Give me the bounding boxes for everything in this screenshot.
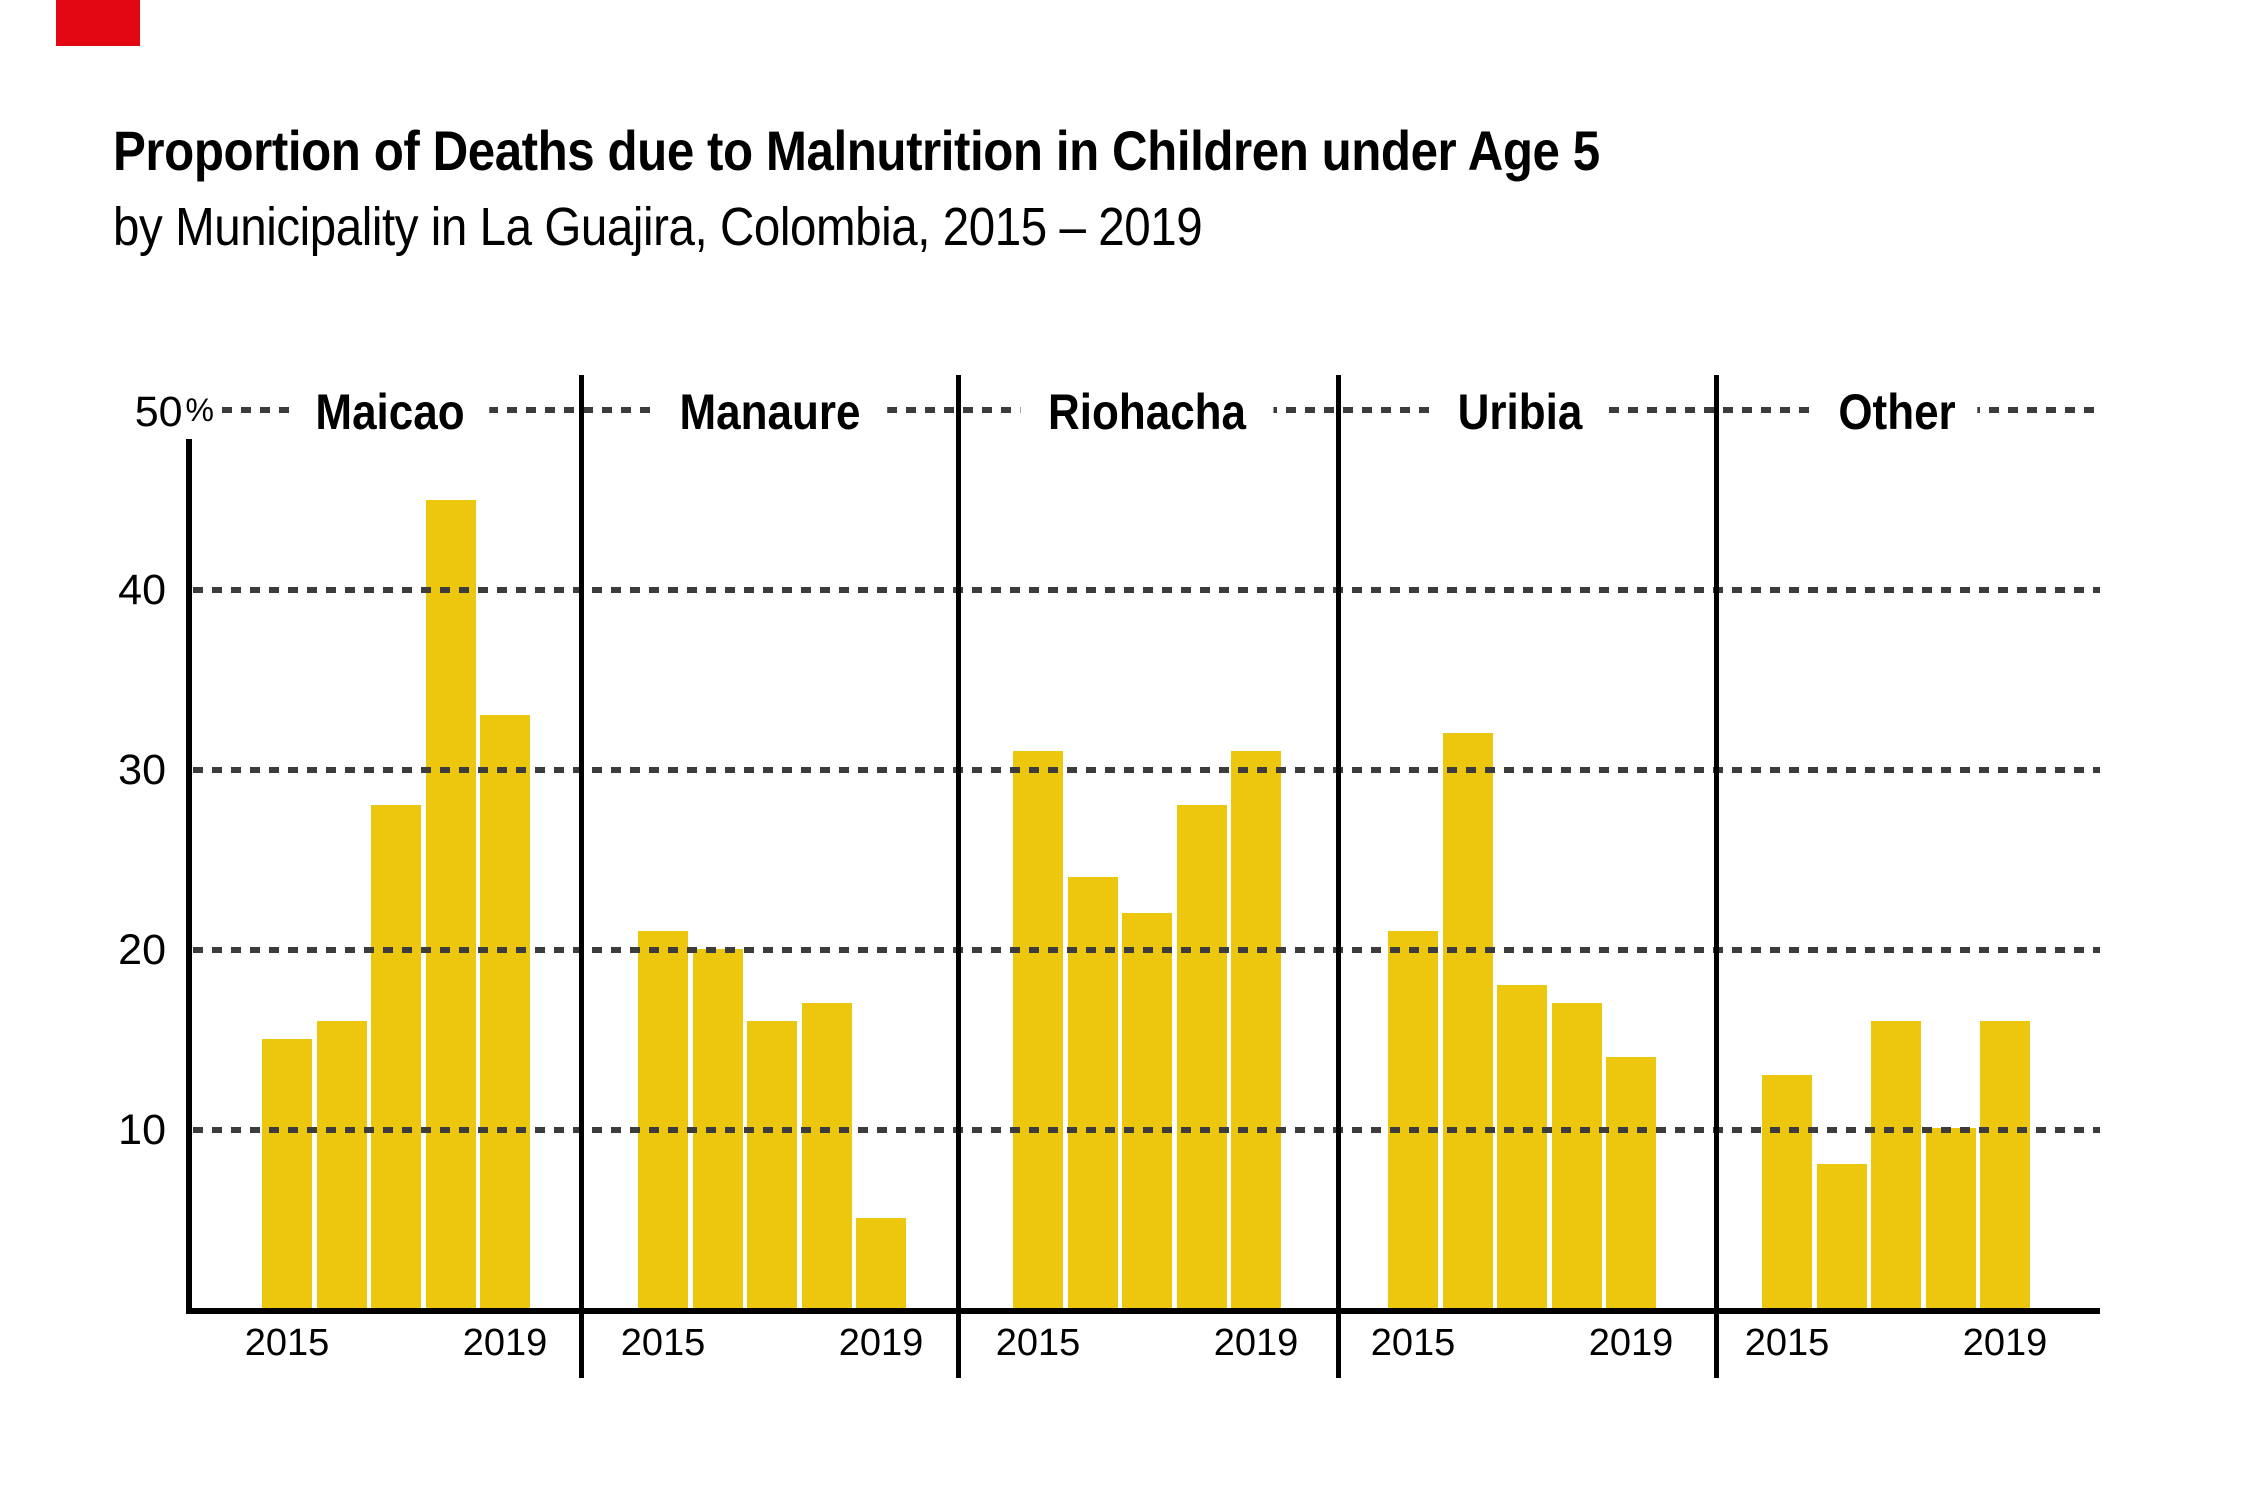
panel-separator-1 — [579, 375, 584, 1378]
percent-sign: % — [185, 392, 214, 428]
panel-separator-2 — [956, 375, 961, 1378]
y-axis-label-40: 40 — [0, 563, 166, 617]
gridline-40 — [193, 587, 2100, 593]
bar-uribia-2018 — [1552, 1003, 1602, 1308]
y-axis-label-20: 20 — [0, 923, 166, 977]
panel-title-text: Other — [1838, 384, 1956, 440]
panel-title-text: Manaure — [679, 384, 861, 440]
panel-title-other: Other — [1816, 383, 1978, 441]
y-axis-max-label: 50% — [0, 385, 214, 439]
bar-manaure-2018 — [802, 1003, 852, 1308]
bar-manaure-2015 — [638, 931, 688, 1308]
bar-uribia-2017 — [1497, 985, 1547, 1308]
x-label-end: 2019 — [1213, 1322, 1299, 1364]
x-label-end: 2019 — [838, 1322, 924, 1364]
panel-title-text: Maicao — [315, 384, 465, 440]
brand-logo-block — [56, 0, 140, 46]
bar-other-2019 — [1980, 1021, 2030, 1308]
x-label-start: 2015 — [244, 1322, 330, 1364]
bar-manaure-2019 — [856, 1218, 906, 1308]
x-label-start: 2015 — [620, 1322, 706, 1364]
x-label-end: 2019 — [1962, 1322, 2048, 1364]
x-label-end: 2019 — [462, 1322, 548, 1364]
bar-riohacha-2017 — [1122, 913, 1172, 1308]
x-label-end: 2019 — [1588, 1322, 1674, 1364]
y-axis-label-30: 30 — [0, 743, 166, 797]
y-axis-line — [186, 436, 192, 1314]
bar-other-2015 — [1762, 1075, 1812, 1308]
bar-riohacha-2018 — [1177, 805, 1227, 1308]
x-label-start: 2015 — [995, 1322, 1081, 1364]
chart-title: Proportion of Deaths due to Malnutrition… — [113, 119, 1600, 182]
bar-riohacha-2019 — [1231, 751, 1281, 1308]
panel-separator-4 — [1714, 375, 1719, 1378]
bar-manaure-2017 — [747, 1021, 797, 1308]
panel-separator-3 — [1336, 375, 1341, 1378]
gridline-20 — [193, 947, 2100, 953]
bar-other-2018 — [1926, 1128, 1976, 1308]
gridline-30 — [193, 767, 2100, 773]
x-axis-baseline — [186, 1308, 2100, 1314]
panel-title-manaure: Manaure — [653, 383, 887, 441]
panel-title-text: Uribia — [1457, 384, 1583, 440]
bar-riohacha-2015 — [1013, 751, 1063, 1308]
x-label-start: 2015 — [1370, 1322, 1456, 1364]
bar-riohacha-2016 — [1068, 877, 1118, 1308]
bar-other-2017 — [1871, 1021, 1921, 1308]
gridline-10 — [193, 1127, 2100, 1133]
panel-title-uribia: Uribia — [1435, 383, 1605, 441]
bar-maicao-2017 — [371, 805, 421, 1308]
bar-maicao-2016 — [317, 1021, 367, 1308]
bar-uribia-2019 — [1606, 1057, 1656, 1308]
x-label-start: 2015 — [1744, 1322, 1830, 1364]
panel-title-text: Riohacha — [1047, 384, 1247, 440]
bar-maicao-2019 — [480, 715, 530, 1308]
chart-subtitle: by Municipality in La Guajira, Colombia,… — [113, 197, 1203, 257]
y-axis-label-10: 10 — [0, 1103, 166, 1157]
y-axis-max-value: 50 — [134, 388, 183, 436]
bar-maicao-2015 — [262, 1039, 312, 1308]
bar-other-2016 — [1817, 1164, 1867, 1308]
panel-title-riohacha: Riohacha — [1020, 383, 1274, 441]
bar-uribia-2015 — [1388, 931, 1438, 1308]
panel-title-maicao: Maicao — [291, 383, 489, 441]
bar-maicao-2018 — [426, 500, 476, 1308]
bar-uribia-2016 — [1443, 733, 1493, 1308]
